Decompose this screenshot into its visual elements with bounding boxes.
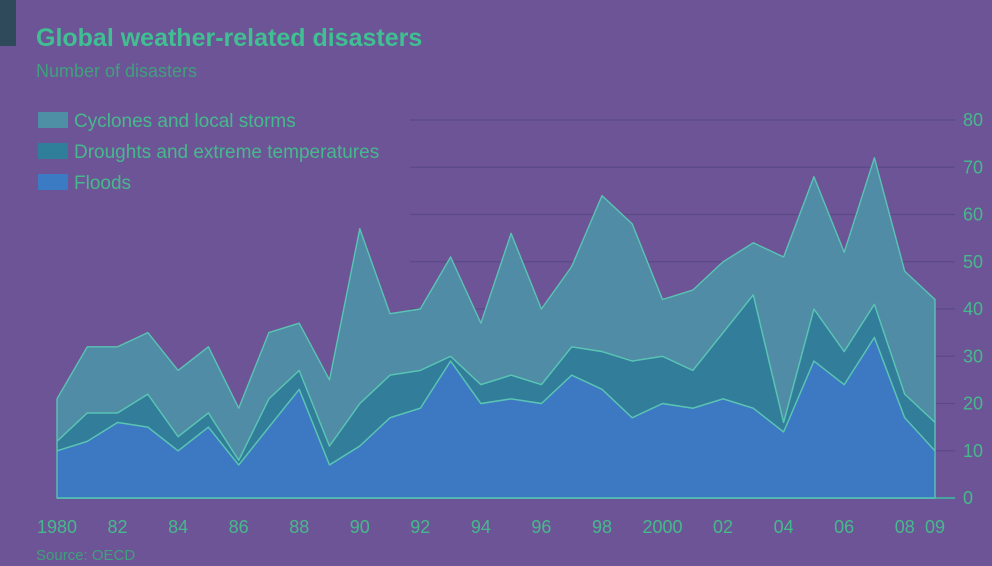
chart-source: Source: OECD — [36, 547, 135, 564]
area-layer — [56, 157, 936, 499]
x-tick-label: 88 — [289, 517, 309, 537]
legend-label: Droughts and extreme temperatures — [74, 142, 379, 163]
y-tick-label: 40 — [963, 299, 983, 319]
legend-swatch — [38, 143, 68, 159]
y-tick-label: 10 — [963, 441, 983, 461]
x-tick-label: 1980 — [37, 517, 77, 537]
chart-subtitle: Number of disasters — [36, 61, 197, 81]
x-tick-label: 98 — [592, 517, 612, 537]
x-tick-label: 90 — [350, 517, 370, 537]
y-tick-label: 0 — [963, 488, 973, 508]
x-tick-label: 08 — [895, 517, 915, 537]
x-tick-label: 92 — [410, 517, 430, 537]
x-tick-label: 94 — [471, 517, 491, 537]
y-tick-label: 70 — [963, 157, 983, 177]
x-axis-ticks: 1980 82 84 86 88 90 92 94 96 98 2000 02 04 06 08 09 — [37, 517, 945, 537]
y-tick-label: 30 — [963, 346, 983, 366]
legend: Cyclones and local storms Droughts and ex… — [38, 111, 379, 194]
legend-swatch — [38, 112, 68, 128]
x-tick-label: 82 — [108, 517, 128, 537]
y-tick-label: 80 — [963, 110, 983, 130]
x-tick-label: 2000 — [642, 517, 682, 537]
x-tick-label: 09 — [925, 517, 945, 537]
y-tick-label: 50 — [963, 252, 983, 272]
x-tick-label: 96 — [531, 517, 551, 537]
y-tick-label: 60 — [963, 205, 983, 225]
corner-tab — [0, 0, 16, 46]
x-tick-label: 02 — [713, 517, 733, 537]
area-cyclones-and-local-storms — [56, 157, 936, 461]
x-tick-label: 06 — [834, 517, 854, 537]
legend-label: Floods — [74, 173, 131, 194]
chart-title: Global weather-related disasters — [36, 24, 422, 52]
legend-swatch — [38, 174, 68, 190]
legend-label: Cyclones and local storms — [74, 111, 296, 132]
x-tick-label: 04 — [774, 517, 794, 537]
x-tick-label: 84 — [168, 517, 188, 537]
y-axis-ticks: 0 10 20 30 40 50 60 70 80 — [963, 110, 983, 508]
y-tick-label: 20 — [963, 394, 983, 414]
x-tick-label: 86 — [229, 517, 249, 537]
